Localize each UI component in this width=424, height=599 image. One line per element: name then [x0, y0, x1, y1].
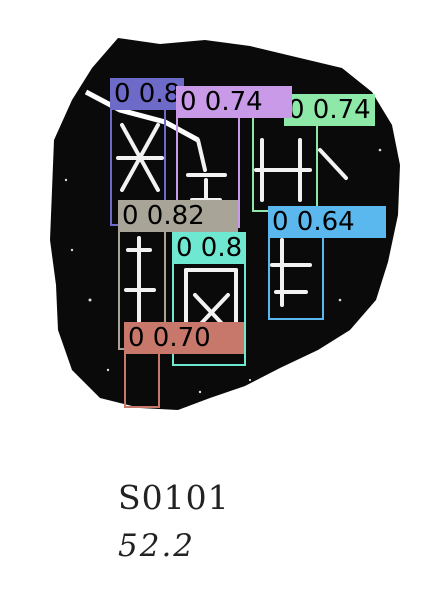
detection-box: 0 0.74 [176, 86, 292, 228]
detection-label: 0 0.74 [176, 86, 292, 118]
detection-box: 0 0.8 [110, 78, 185, 226]
detection-label: 0 0.70 [124, 322, 244, 354]
detection-box: 0 0.64 [268, 206, 386, 320]
detection-label: 0 0.8 [172, 232, 247, 264]
detection-label: 0 0.74 [284, 94, 375, 126]
measurement-value: 52.2 [118, 528, 196, 564]
detection-label: 0 0.64 [268, 206, 386, 238]
detection-label: 0 0.82 [118, 200, 238, 232]
detection-label: 0 0.8 [110, 78, 185, 110]
detection-box: 0 0.70 [124, 322, 244, 408]
detection-box: 0 0.8 [172, 232, 247, 366]
catalog-id: S0101 [118, 478, 230, 517]
